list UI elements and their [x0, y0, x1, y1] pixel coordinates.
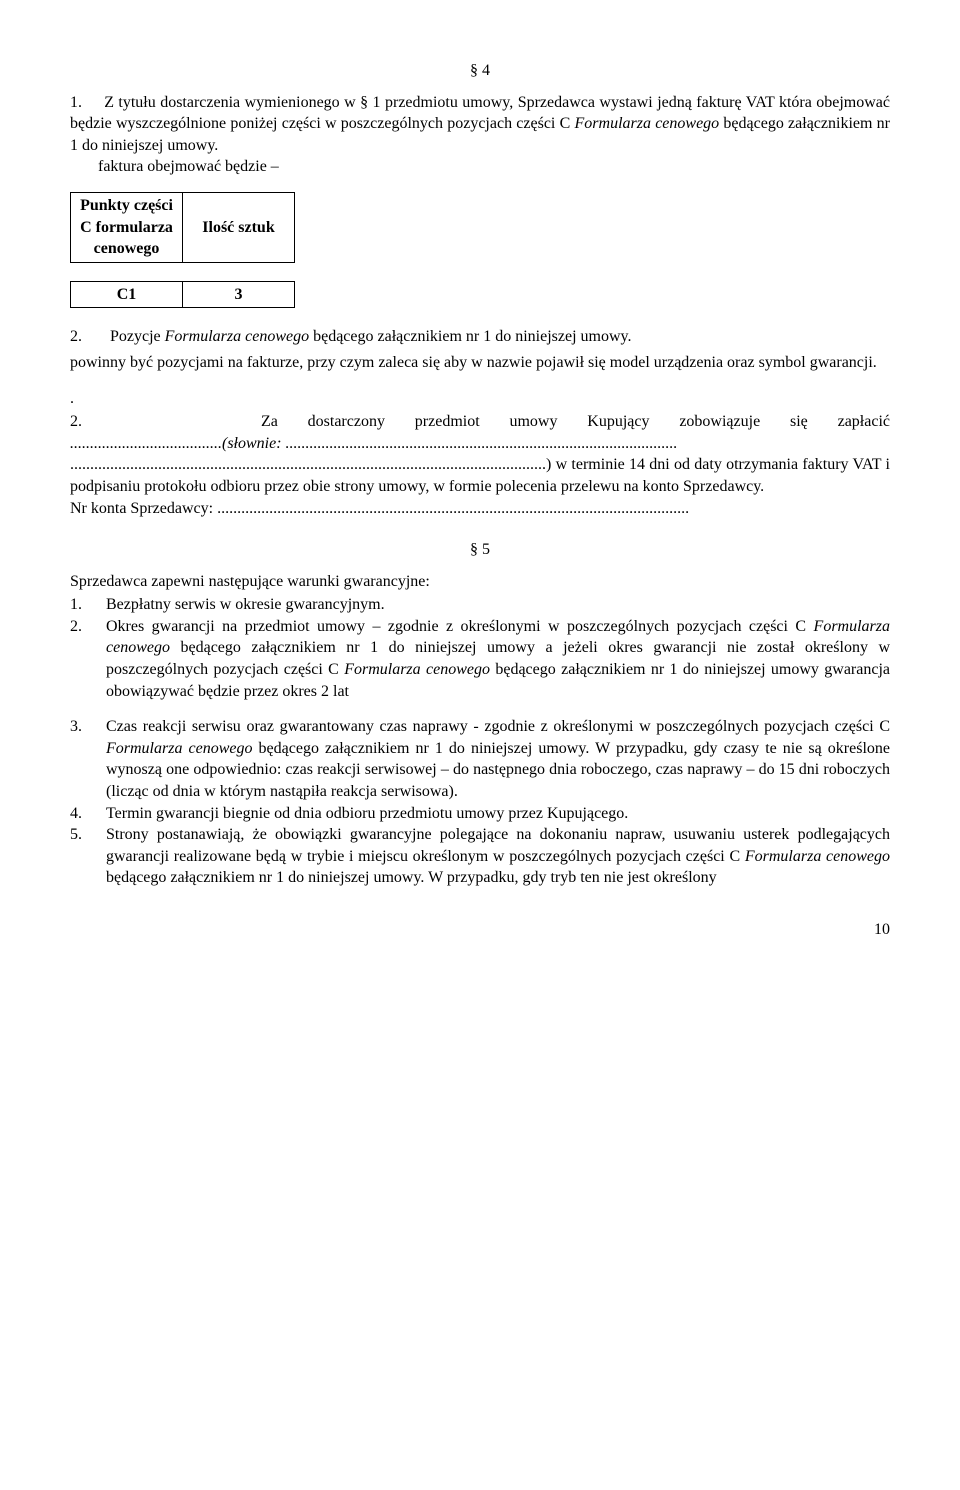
- s4-p1-line2: faktura obejmować będzie –: [98, 158, 279, 175]
- s4-p2: 2. Pozycje Formularza cenowego będącego …: [70, 326, 890, 348]
- th-punkty: Punkty części C formularza cenowego: [71, 192, 183, 262]
- s4-p3d: Nr konta Sprzedawcy: ...................…: [70, 498, 890, 520]
- s4-p1-num: 1.: [70, 94, 82, 111]
- s4-p2-num: 2.: [70, 328, 82, 345]
- s5-i5b: będącego załącznikiem nr 1 do niniejszej…: [106, 869, 717, 886]
- page-number: 10: [70, 919, 890, 941]
- s4-p3b-it: ......................................(s…: [70, 435, 678, 452]
- td-c1: C1: [71, 281, 183, 308]
- s5-i3-it: Formularza cenowego: [106, 740, 253, 757]
- s5-i2-num: 2.: [70, 616, 106, 702]
- s5-i3-txt: Czas reakcji serwisu oraz gwarantowany c…: [106, 716, 890, 802]
- th-ilosc: Ilość sztuk: [183, 192, 295, 262]
- table-header: Punkty części C formularza cenowego Iloś…: [70, 192, 295, 263]
- s4-p2b: będącego załącznikiem nr 1 do niniejszej…: [309, 328, 631, 345]
- s5-i4-num: 4.: [70, 803, 106, 825]
- s5-i5-num: 5.: [70, 824, 106, 889]
- s4-p2c: powinny być pozycjami na fakturze, przy …: [70, 352, 890, 374]
- s4-p2a: Pozycje: [110, 328, 165, 345]
- s5-intro: Sprzedawca zapewni następujące warunki g…: [70, 571, 890, 593]
- s5-i2-it2: Formularza cenowego: [344, 661, 490, 678]
- s4-dot: .: [70, 388, 890, 410]
- s5-i5-it: Formularza cenowego: [745, 848, 890, 865]
- s5-i4: 4. Termin gwarancji biegnie od dnia odbi…: [70, 803, 890, 825]
- s4-p3-line1: 2. Za dostarczony przedmiot umowy Kupują…: [70, 411, 890, 433]
- section-5-heading: § 5: [70, 539, 890, 561]
- s5-list-1-2: 1. Bezpłatny serwis w okresie gwarancyjn…: [70, 594, 890, 702]
- s4-p1: 1. Z tytułu dostarczenia wymienionego w …: [70, 92, 890, 178]
- s5-i3a: Czas reakcji serwisu oraz gwarantowany c…: [106, 718, 890, 735]
- s5-i5: 5. Strony postanawiają, że obowiązki gwa…: [70, 824, 890, 889]
- s4-p1-italic: Formularza cenowego: [575, 115, 720, 132]
- s5-list-3-5: 3. Czas reakcji serwisu oraz gwarantowan…: [70, 716, 890, 889]
- s5-i5-txt: Strony postanawiają, że obowiązki gwaran…: [106, 824, 890, 889]
- s4-p2-italic: Formularza cenowego: [165, 328, 309, 345]
- s5-i1: 1. Bezpłatny serwis w okresie gwarancyjn…: [70, 594, 890, 616]
- s5-i4-txt: Termin gwarancji biegnie od dnia odbioru…: [106, 803, 890, 825]
- s5-i1-txt: Bezpłatny serwis w okresie gwarancyjnym.: [106, 594, 890, 616]
- s5-i3: 3. Czas reakcji serwisu oraz gwarantowan…: [70, 716, 890, 802]
- section-4-heading: § 4: [70, 60, 890, 82]
- s4-p3-num: 2.: [70, 413, 82, 430]
- s4-p3c: ........................................…: [70, 454, 890, 497]
- s4-p3b: ......................................(s…: [70, 433, 890, 455]
- s5-i2a: Okres gwarancji na przedmiot umowy – zgo…: [106, 618, 814, 635]
- s5-i3-num: 3.: [70, 716, 106, 802]
- s5-i1-num: 1.: [70, 594, 106, 616]
- s4-p3a: Za dostarczony przedmiot umowy Kupujący …: [261, 413, 890, 430]
- s5-i2-txt: Okres gwarancji na przedmiot umowy – zgo…: [106, 616, 890, 702]
- td-val: 3: [183, 281, 295, 308]
- table-data: C1 3: [70, 281, 295, 309]
- s5-i2: 2. Okres gwarancji na przedmiot umowy – …: [70, 616, 890, 702]
